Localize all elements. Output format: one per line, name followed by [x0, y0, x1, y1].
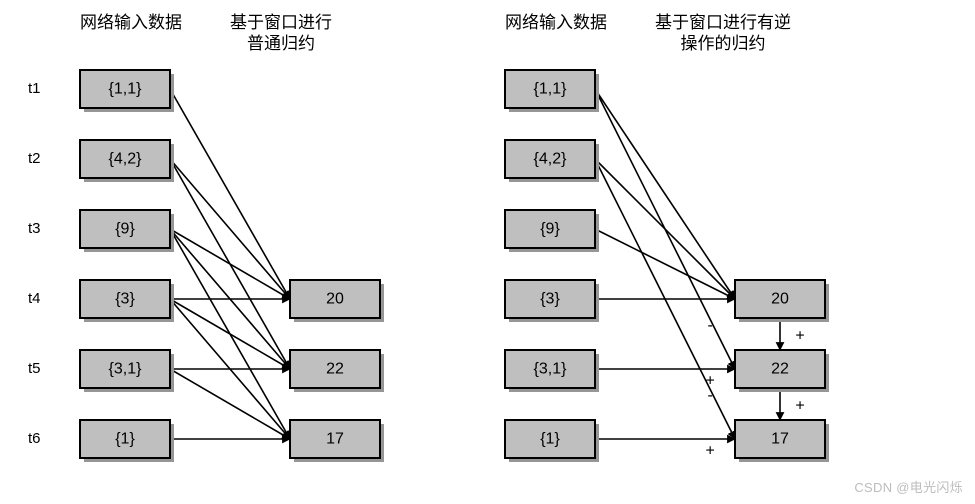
left-arrow-8 [170, 229, 290, 439]
left-arrow-0 [170, 89, 290, 299]
watermark-text: CSDN @电光闪烁 [854, 477, 963, 496]
right-input-1-label: {4,2} [534, 151, 568, 168]
time-label: t3 [28, 220, 41, 237]
time-label: t2 [28, 150, 41, 167]
left-input-0-label: {1,1} [109, 81, 143, 98]
sign-label: + [795, 328, 804, 345]
left-arrow-4 [170, 159, 290, 369]
right-arrow-0 [595, 89, 735, 299]
diagram-canvas: {1,1}{4,2}{9}{3}{3,1}{1}202217-+-+++{1,1… [0, 0, 975, 504]
left-output-0-label: 20 [326, 291, 344, 308]
left-output-2-label: 17 [326, 431, 344, 448]
right-input-3-label: {3} [540, 291, 560, 308]
right-output-2-label: 17 [771, 431, 789, 448]
right-arrow-4 [595, 89, 735, 369]
right-input-5-label: {1} [540, 431, 560, 448]
time-label: t5 [28, 360, 41, 377]
left-input-1-label: {4,2} [109, 151, 143, 168]
time-label: t1 [28, 80, 41, 97]
left-input-5-label: {1} [115, 431, 135, 448]
right-input-4-label: {3,1} [534, 361, 568, 378]
left-arrow-10 [170, 369, 290, 439]
sign-label: - [708, 387, 713, 404]
time-label: t4 [28, 290, 41, 307]
column-header: 网络输入数据 [505, 12, 607, 33]
sign-label: + [706, 443, 715, 460]
sign-label: - [708, 317, 713, 334]
time-label: t6 [28, 430, 41, 447]
right-output-1-label: 22 [771, 361, 789, 378]
right-arrow-2 [595, 229, 735, 299]
left-input-4-label: {3,1} [109, 361, 143, 378]
right-output-0-label: 20 [771, 291, 789, 308]
right-input-2-label: {9} [540, 221, 560, 238]
column-header: 基于窗口进行 普通归约 [230, 12, 332, 55]
column-header: 基于窗口进行有逆 操作的归约 [655, 12, 791, 55]
column-header: 网络输入数据 [80, 12, 182, 33]
sign-label: + [795, 398, 804, 415]
left-input-2-label: {9} [115, 221, 135, 238]
left-input-3-label: {3} [115, 291, 135, 308]
right-input-0-label: {1,1} [534, 81, 568, 98]
left-arrow-1 [170, 159, 290, 299]
left-output-1-label: 22 [326, 361, 344, 378]
